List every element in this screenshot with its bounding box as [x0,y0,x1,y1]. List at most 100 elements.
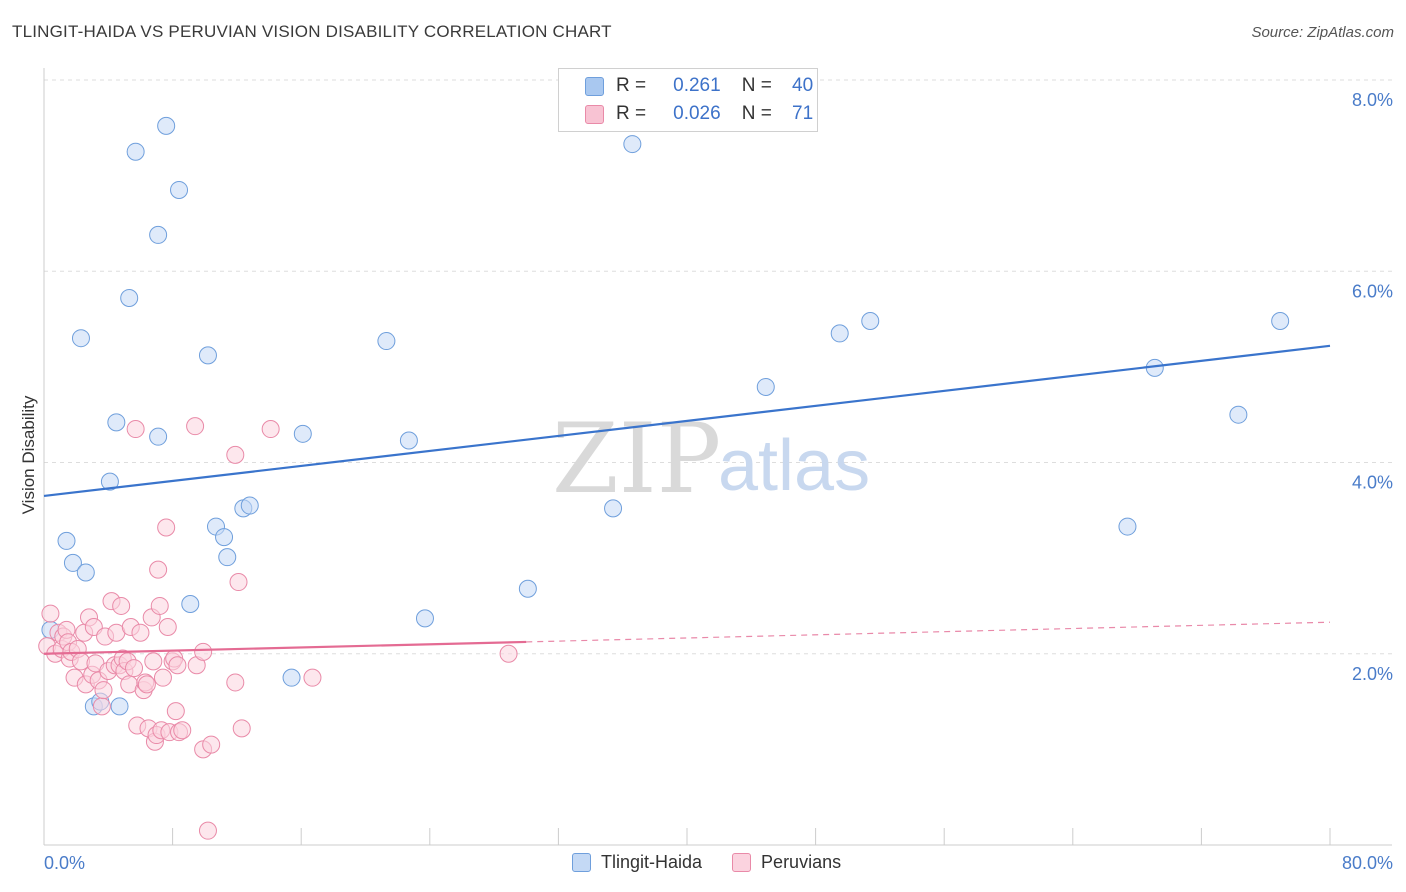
peruvians-point [186,417,205,436]
bottom-legend-swatch-peruvians [732,853,752,872]
legend-row-peruvians: R = 0.026 N = 71 [585,102,813,126]
x-ticks [43,828,1331,845]
peruvians-point [202,735,221,754]
tlingit-haida-point [198,346,217,365]
bottom-legend-label: Peruvians [761,852,842,872]
legend: R = 0.261 N = 40 R = 0.026 N = 71 [558,68,818,132]
y-axis-label: Vision Disability [19,395,38,514]
tlingit-haida-point [293,424,312,443]
tlingit-haida-point [756,377,775,396]
legend-r-label: R = [616,75,647,96]
legend-row-tlingit-haida: R = 0.261 N = 40 [585,74,813,98]
tlingit-haida-point [240,496,259,515]
legend-n-value: 71 [792,103,814,124]
peruvians-point [92,697,111,716]
bottom-legend-label: Tlingit-Haida [601,852,703,872]
chart-source: Source: ZipAtlas.com [1251,24,1394,41]
peruvians-point [166,702,185,721]
peruvians-point [94,681,113,700]
trend-lines [43,344,1331,655]
legend-r-value: 0.026 [673,103,721,124]
y-tick-label: 2.0% [1352,664,1393,684]
tlingit-haida-point [377,332,396,351]
legend-swatch-tlingit-haida [585,76,604,96]
peruvians-point [149,560,168,579]
tlingit-haida-point [157,116,176,135]
peruvians-point [261,420,280,439]
peruvians-trend-line-extension [526,621,1331,643]
tlingit-haida-point [1271,311,1290,330]
tlingit-haida-point [861,311,880,330]
tlingit-haida-point [100,472,119,491]
watermark-atlas: atlas [718,426,870,506]
peruvians-point [198,821,217,840]
legend-n-label: N = [741,75,772,96]
peruvians-point [499,644,518,663]
peruvians-point [226,445,245,464]
tlingit-haida-point [107,413,126,432]
tlingit-haida-point [76,563,95,582]
chart-title: TLINGIT-HAIDA VS PERUVIAN VISION DISABIL… [12,22,612,41]
peruvians-point [232,719,251,738]
peruvians-point [150,596,169,615]
legend-swatch-peruvians [585,104,604,124]
tlingit-haida-point [1118,517,1137,536]
peruvians-point [168,656,187,675]
bottom-legend: Tlingit-Haida Peruvians [572,852,871,873]
peruvians-point [144,652,163,671]
tlingit-haida-point [415,609,434,628]
tlingit-haida-point [218,548,237,567]
tlingit-haida-point [120,289,139,308]
tlingit-haida-point [830,324,849,343]
tlingit-haida-point [518,579,537,598]
bottom-legend-item-peruvians[interactable]: Peruvians [732,852,841,873]
y-tick-labels: 2.0% 4.0% 6.0% 8.0% [1352,90,1393,684]
tlingit-haida-point [149,427,168,446]
legend-r-value: 0.261 [673,75,721,96]
peruvians-point [194,642,213,661]
series-peruvians-points [38,417,518,840]
x-tick-label-max: 80.0% [1342,853,1393,873]
peruvians-point [158,617,177,636]
tlingit-haida-point [57,531,76,550]
tlingit-haida-point [126,142,145,161]
watermark-zip: ZIP [552,403,721,515]
legend-n-label: N = [741,103,772,124]
tlingit-haida-point [170,180,189,199]
tlingit-haida-point [623,135,642,154]
peruvians-point [153,668,172,687]
peruvians-point [41,604,60,623]
tlingit-haida-point [71,329,90,348]
peruvians-point [137,675,156,694]
peruvians-point [157,518,176,537]
tlingit-haida-point [110,697,129,716]
peruvians-point [173,721,192,740]
tlingit-haida-point [63,553,82,572]
y-tick-label: 4.0% [1352,473,1393,493]
tlingit-haida-point [149,225,168,244]
bottom-legend-swatch-tlingit-haida [572,853,591,872]
tlingit-haida-point [1229,405,1248,424]
peruvians-trend-line [43,640,527,655]
peruvians-point [229,573,248,592]
legend-r-label: R = [616,103,647,124]
tlingit-haida-point [181,595,200,614]
peruvians-point [126,420,145,439]
series-tlingit-haida-points [41,116,1290,716]
tlingit-haida-point [215,528,234,547]
tlingit-haida-point [399,431,418,450]
bottom-legend-item-tlingit-haida[interactable]: Tlingit-Haida [572,852,702,873]
peruvians-point [112,596,131,615]
gridlines [44,79,1392,655]
peruvians-point [226,673,245,692]
y-tick-label: 8.0% [1352,90,1393,110]
legend-n-value: 40 [792,75,814,96]
peruvians-point [303,668,322,687]
y-tick-label: 6.0% [1352,281,1393,301]
tlingit-haida-point [282,668,301,687]
peruvians-point [131,623,150,642]
peruvians-point [125,659,144,678]
tlingit-haida-trend-line [43,344,1331,498]
x-tick-label-min: 0.0% [44,853,85,873]
